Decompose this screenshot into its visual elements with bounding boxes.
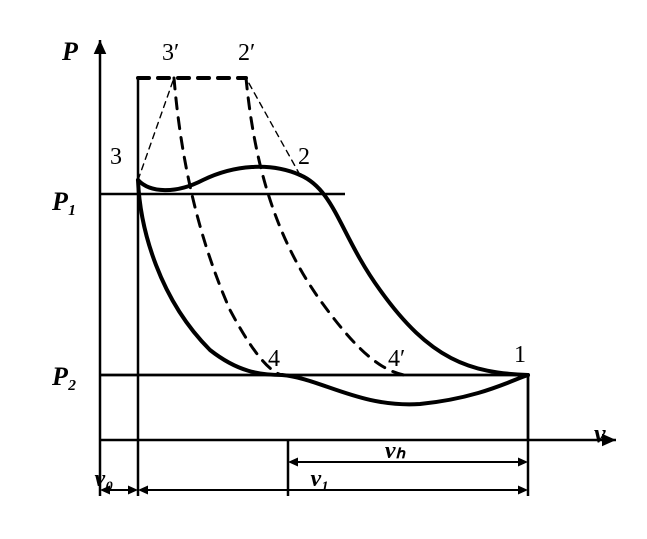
dim-vh-label: vₕ bbox=[385, 438, 407, 464]
curve-4-1 bbox=[282, 375, 528, 404]
y-axis-arrow bbox=[94, 40, 107, 54]
y-axis-label: P bbox=[61, 37, 79, 66]
point-label-4p: 4′ bbox=[388, 346, 405, 372]
dim-v1-label: v₁ bbox=[310, 466, 329, 492]
curve-2-3 bbox=[138, 167, 300, 190]
dim-v1-arrow-l bbox=[138, 486, 148, 495]
ext-3-3p bbox=[138, 78, 174, 180]
curve-3-4 bbox=[138, 180, 282, 375]
point-label-2: 2 bbox=[298, 144, 310, 170]
x-axis-label: v bbox=[594, 419, 606, 448]
point-label-1: 1 bbox=[514, 342, 526, 368]
dim-vh-arrow-l bbox=[288, 458, 298, 467]
point-label-3p: 3′ bbox=[162, 40, 179, 66]
dim-v0-label: v₀ bbox=[94, 466, 113, 492]
ext-2-2p bbox=[246, 78, 300, 175]
point-label-2p: 2′ bbox=[238, 40, 255, 66]
point-label-4: 4 bbox=[268, 346, 280, 372]
p2-label: P₂ bbox=[51, 362, 77, 391]
curve-2p-4p bbox=[246, 78, 404, 375]
point-label-3: 3 bbox=[110, 144, 122, 170]
curve-1-2 bbox=[300, 175, 528, 375]
dim-v1-arrow-r bbox=[518, 486, 528, 495]
p1-label: P₁ bbox=[51, 187, 77, 216]
dim-vh-arrow-r bbox=[518, 458, 528, 467]
dim-v0-arrow-r bbox=[128, 486, 138, 495]
